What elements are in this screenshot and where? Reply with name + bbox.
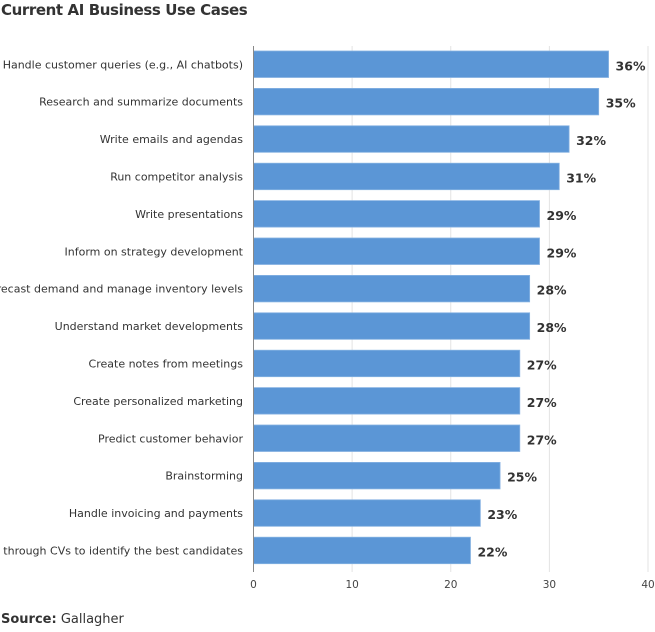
- category-label: Create notes from meetings: [89, 357, 244, 370]
- bar: [253, 200, 540, 228]
- data-label: 28%: [537, 283, 567, 298]
- bar: [253, 424, 521, 452]
- bar: [253, 461, 501, 490]
- category-label: Understand market developments: [55, 320, 244, 333]
- category-label: Inform on strategy development: [65, 245, 244, 258]
- x-tick-label: 10: [345, 579, 358, 591]
- data-label: 29%: [547, 208, 577, 223]
- data-label: 32%: [576, 133, 606, 148]
- data-label: 36%: [616, 58, 646, 73]
- category-label: Handle customer queries (e.g., AI chatbo…: [3, 58, 243, 71]
- data-label: 27%: [527, 432, 557, 447]
- bar: [253, 312, 531, 340]
- x-tick-label: 20: [444, 579, 457, 591]
- bar: [253, 274, 531, 303]
- category-label: Predict customer behavior: [98, 432, 243, 445]
- source-note: Source: Gallagher: [1, 612, 124, 627]
- bar: [253, 499, 481, 527]
- data-label: 23%: [487, 507, 517, 522]
- category-label: Brainstorming: [165, 470, 243, 483]
- data-label: 27%: [527, 357, 557, 372]
- bar: [253, 88, 600, 116]
- data-label: 27%: [527, 395, 557, 410]
- data-label: 35%: [606, 96, 636, 111]
- source-label: Source:: [1, 612, 57, 627]
- category-label: Forecast demand and manage inventory lev…: [0, 283, 243, 296]
- data-label: 29%: [547, 245, 577, 260]
- category-label: Write presentations: [135, 208, 243, 221]
- bar: [253, 349, 521, 378]
- data-label: 22%: [477, 544, 507, 559]
- category-label: Run competitor analysis: [110, 170, 243, 183]
- category-label: Sort through CVs to identify the best ca…: [0, 544, 243, 557]
- source-value: Gallagher: [60, 612, 124, 627]
- bar: [253, 50, 609, 78]
- chart-title: Current AI Business Use Cases: [1, 1, 248, 19]
- data-label: 28%: [537, 320, 567, 335]
- x-tick-label: 30: [543, 579, 556, 591]
- bar: [253, 125, 570, 153]
- category-label: Write emails and agendas: [100, 133, 243, 146]
- bar: [253, 387, 521, 415]
- x-tick-label: 0: [250, 579, 257, 591]
- data-label: 31%: [566, 170, 596, 185]
- x-tick-label: 40: [641, 579, 654, 591]
- category-label: Research and summarize documents: [39, 96, 243, 109]
- bar: [253, 237, 540, 265]
- bar: [253, 536, 471, 565]
- category-label: Create personalized marketing: [73, 395, 243, 408]
- bar: [253, 162, 560, 191]
- category-label: Handle invoicing and payments: [69, 507, 243, 520]
- data-label: 25%: [507, 470, 537, 485]
